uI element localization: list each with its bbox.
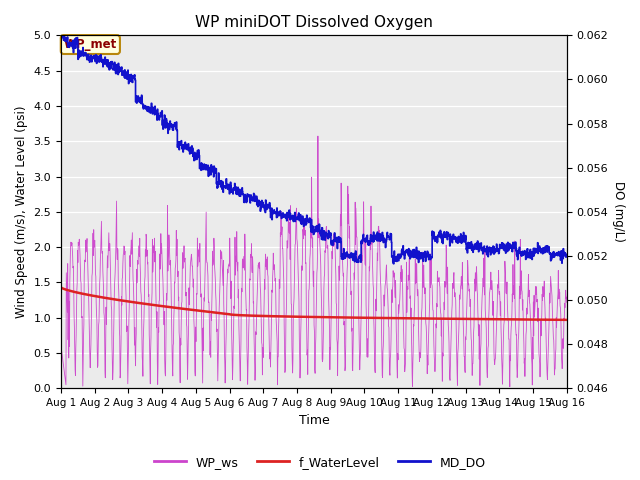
- Legend: WP_ws, f_WaterLevel, MD_DO: WP_ws, f_WaterLevel, MD_DO: [149, 451, 491, 474]
- Y-axis label: DO (mg/L): DO (mg/L): [612, 181, 625, 242]
- Title: WP miniDOT Dissolved Oxygen: WP miniDOT Dissolved Oxygen: [195, 15, 433, 30]
- Y-axis label: Wind Speed (m/s), Water Level (psi): Wind Speed (m/s), Water Level (psi): [15, 106, 28, 318]
- X-axis label: Time: Time: [298, 414, 329, 427]
- Text: WP_met: WP_met: [64, 38, 117, 51]
